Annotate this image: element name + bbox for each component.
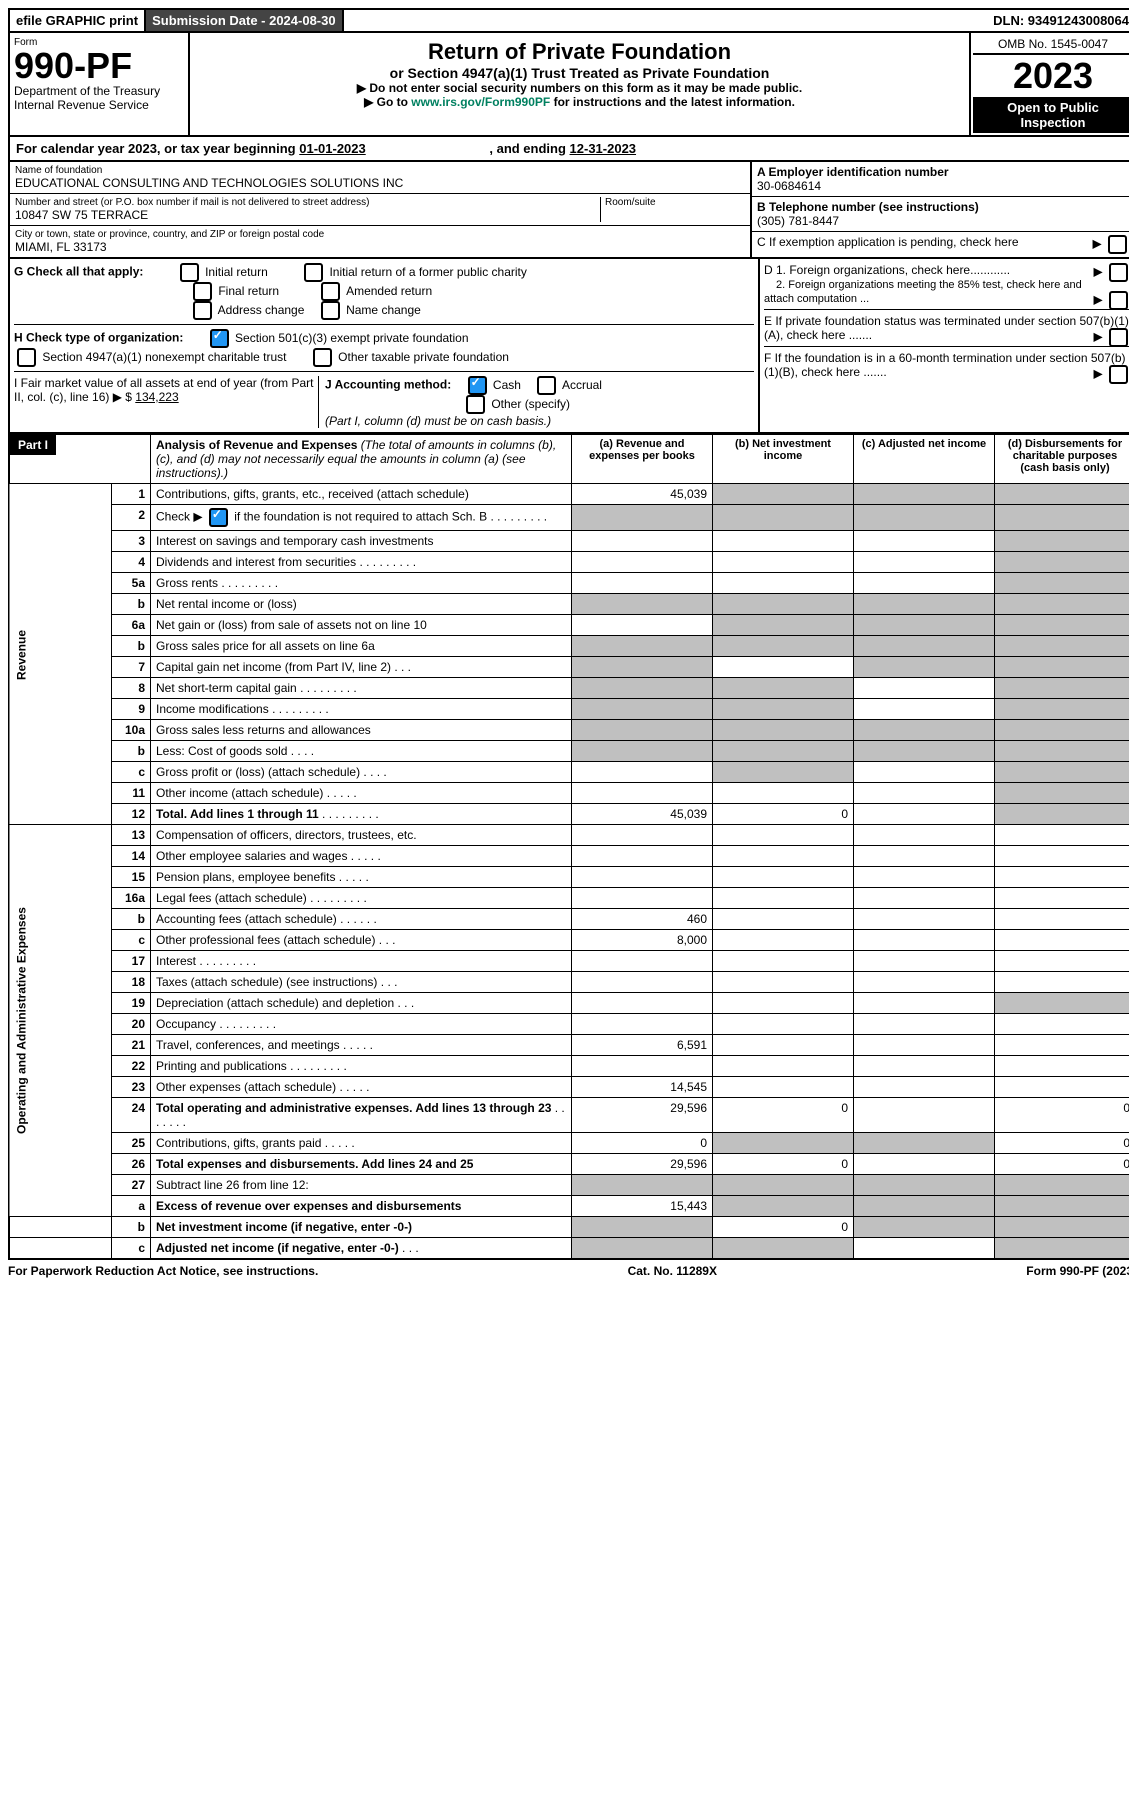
e-label: E If private foundation status was termi… <box>764 314 1129 342</box>
cash-checkbox[interactable] <box>468 376 487 395</box>
expenses-section-label: Operating and Administrative Expenses <box>9 825 112 1217</box>
open-inspection: Open to Public Inspection <box>973 97 1129 133</box>
col-a-header: (a) Revenue and expenses per books <box>572 435 713 484</box>
part1-table: Part I Analysis of Revenue and Expenses … <box>8 434 1129 1260</box>
d2-label: 2. Foreign organizations meeting the 85%… <box>764 279 1082 305</box>
revenue-section-label: Revenue <box>9 484 112 825</box>
part1-label: Part I <box>10 435 56 455</box>
initial-return-checkbox[interactable] <box>180 263 199 282</box>
4947-checkbox[interactable] <box>17 348 36 367</box>
e-checkbox[interactable] <box>1109 328 1128 347</box>
footer: For Paperwork Reduction Act Notice, see … <box>8 1260 1129 1282</box>
irs-label: Internal Revenue Service <box>14 98 184 112</box>
name-label: Name of foundation <box>15 165 745 176</box>
h-label: H Check type of organization: <box>14 331 183 345</box>
ein-value: 30-0684614 <box>757 179 821 193</box>
phone-label: B Telephone number (see instructions) <box>757 200 979 214</box>
footer-right: Form 990-PF (2023) <box>1026 1264 1129 1278</box>
accrual-checkbox[interactable] <box>537 376 556 395</box>
g-label: G Check all that apply: <box>14 265 143 279</box>
form-subtitle: or Section 4947(a)(1) Trust Treated as P… <box>196 65 963 81</box>
footer-left: For Paperwork Reduction Act Notice, see … <box>8 1264 318 1278</box>
efile-print-button[interactable]: efile GRAPHIC print <box>10 10 146 31</box>
omb-number: OMB No. 1545-0047 <box>973 35 1129 55</box>
d1-checkbox[interactable] <box>1109 263 1128 282</box>
irs-link[interactable]: www.irs.gov/Form990PF <box>411 95 550 109</box>
other-method-checkbox[interactable] <box>466 395 485 414</box>
f-label: F If the foundation is in a 60-month ter… <box>764 351 1126 379</box>
form-number: 990-PF <box>14 48 184 84</box>
amended-return-checkbox[interactable] <box>321 282 340 301</box>
submission-date: Submission Date - 2024-08-30 <box>146 10 344 31</box>
ein-label: A Employer identification number <box>757 165 949 179</box>
j-note: (Part I, column (d) must be on cash basi… <box>325 414 551 428</box>
phone-value: (305) 781-8447 <box>757 214 839 228</box>
ssn-note: ▶ Do not enter social security numbers o… <box>196 81 963 95</box>
other-taxable-checkbox[interactable] <box>313 348 332 367</box>
schb-checkbox[interactable] <box>209 508 228 527</box>
calendar-year-row: For calendar year 2023, or tax year begi… <box>8 137 1129 162</box>
address-change-checkbox[interactable] <box>193 301 212 320</box>
dept-label: Department of the Treasury <box>14 84 184 98</box>
name-change-checkbox[interactable] <box>321 301 340 320</box>
tax-year: 2023 <box>973 55 1129 97</box>
d1-label: D 1. Foreign organizations, check here..… <box>764 263 1010 277</box>
col-c-header: (c) Adjusted net income <box>854 435 995 484</box>
room-label: Room/suite <box>605 197 745 208</box>
top-bar: efile GRAPHIC print Submission Date - 20… <box>8 8 1129 33</box>
final-return-checkbox[interactable] <box>193 282 212 301</box>
i-value: 134,223 <box>135 390 178 404</box>
foundation-info: Name of foundation EDUCATIONAL CONSULTIN… <box>8 162 1129 259</box>
form-header: Form 990-PF Department of the Treasury I… <box>8 33 1129 137</box>
part1-title: Analysis of Revenue and Expenses <box>156 438 357 452</box>
col-b-header: (b) Net investment income <box>713 435 854 484</box>
goto-note: ▶ Go to www.irs.gov/Form990PF for instru… <box>196 95 963 109</box>
f-checkbox[interactable] <box>1109 365 1128 384</box>
form-title: Return of Private Foundation <box>196 39 963 65</box>
c-checkbox[interactable] <box>1108 235 1127 254</box>
d2-checkbox[interactable] <box>1109 291 1128 310</box>
city-label: City or town, state or province, country… <box>15 229 745 240</box>
c-label: C If exemption application is pending, c… <box>757 235 1019 249</box>
addr-label: Number and street (or P.O. box number if… <box>15 197 600 208</box>
dln: DLN: 93491243008064 <box>987 10 1129 31</box>
j-label: J Accounting method: <box>325 378 451 392</box>
footer-cat: Cat. No. 11289X <box>628 1264 717 1278</box>
col-d-header: (d) Disbursements for charitable purpose… <box>995 435 1129 484</box>
foundation-address: 10847 SW 75 TERRACE <box>15 208 600 222</box>
foundation-name: EDUCATIONAL CONSULTING AND TECHNOLOGIES … <box>15 176 745 190</box>
initial-former-checkbox[interactable] <box>304 263 323 282</box>
501c3-checkbox[interactable] <box>210 329 229 348</box>
foundation-city: MIAMI, FL 33173 <box>15 240 745 254</box>
checks-block: G Check all that apply: Initial return I… <box>8 259 1129 434</box>
